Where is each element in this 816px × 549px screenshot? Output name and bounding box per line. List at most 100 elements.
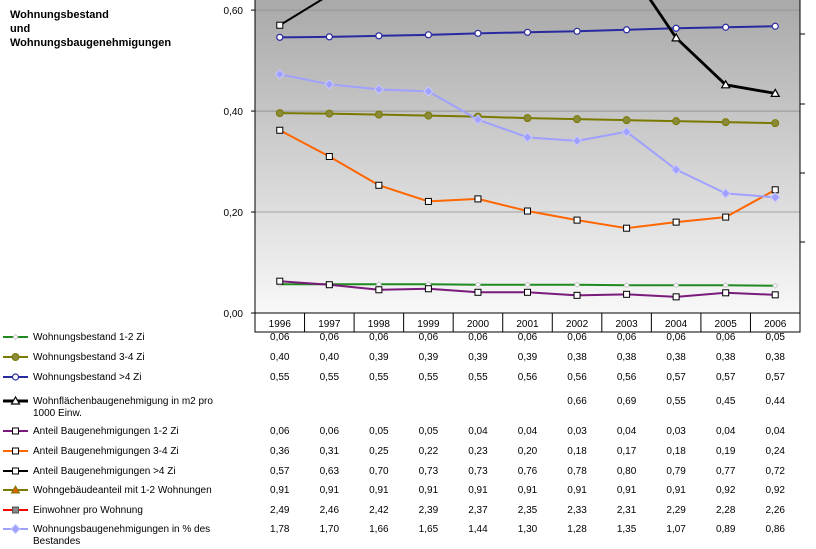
legend-label: Wohnungsbestand 1-2 Zi xyxy=(33,332,145,343)
table-cell: 0,76 xyxy=(518,466,538,477)
data-point xyxy=(525,29,531,35)
legend-key-7 xyxy=(3,468,28,474)
table-cell: 0,92 xyxy=(765,485,785,496)
table-cell: 0,06 xyxy=(369,332,389,343)
data-point xyxy=(376,33,382,39)
x-tick-label: 1996 xyxy=(269,319,292,330)
table-cell: 0,04 xyxy=(518,426,538,437)
table-cell: 0,06 xyxy=(666,332,686,343)
data-point xyxy=(624,291,630,297)
data-point xyxy=(772,23,778,29)
data-point xyxy=(525,289,531,295)
table-cell: 2,35 xyxy=(518,505,538,516)
table-cell: 2,31 xyxy=(617,505,637,516)
table-cell: 1,07 xyxy=(666,524,686,535)
legend-label: Wohnflächenbaugenehmigung in m2 pro xyxy=(33,396,213,407)
x-tick-label: 2000 xyxy=(467,319,490,330)
legend-key-5 xyxy=(3,428,28,434)
table-cell: 0,17 xyxy=(617,446,637,457)
table-cell: 2,39 xyxy=(419,505,439,516)
table-cell: 0,38 xyxy=(567,352,587,363)
data-point xyxy=(772,120,779,127)
legend-marker xyxy=(13,448,19,454)
legend-marker xyxy=(13,428,19,434)
data-point xyxy=(673,25,679,31)
x-tick-label: 2004 xyxy=(665,319,688,330)
legend-label: Anteil Baugenehmigungen 3-4 Zi xyxy=(33,446,179,457)
legend-marker xyxy=(13,468,19,474)
data-point xyxy=(277,34,283,40)
legend-key-1 xyxy=(3,335,28,340)
data-point xyxy=(277,22,283,28)
table-cell: 0,06 xyxy=(320,426,340,437)
table-cell: 0,03 xyxy=(666,426,686,437)
table-cell: 0,31 xyxy=(320,446,340,457)
table-cell: 0,79 xyxy=(666,466,686,477)
data-point xyxy=(624,27,630,33)
plot-area xyxy=(255,0,800,313)
table-cell: 0,39 xyxy=(419,352,439,363)
table-cell: 0,05 xyxy=(369,426,389,437)
table-cell: 0,06 xyxy=(468,332,488,343)
data-point xyxy=(772,292,778,298)
legend-label: Anteil Baugenehmigungen >4 Zi xyxy=(33,466,176,477)
table-cell: 0,55 xyxy=(369,372,389,383)
table-cell: 0,19 xyxy=(716,446,736,457)
legend-label: Wohnungsbestand >4 Zi xyxy=(33,372,142,383)
table-cell: 0,66 xyxy=(567,396,587,407)
table-cell: 0,91 xyxy=(666,485,686,496)
table-cell: 0,44 xyxy=(765,396,785,407)
table-cell: 0,55 xyxy=(666,396,686,407)
table-cell: 2,42 xyxy=(369,505,389,516)
data-point xyxy=(425,198,431,204)
table-cell: 0,20 xyxy=(518,446,538,457)
x-tick-label: 1997 xyxy=(318,319,341,330)
legend-key-8 xyxy=(3,486,28,493)
table-cell: 0,91 xyxy=(567,485,587,496)
x-tick-label: 2005 xyxy=(715,319,738,330)
table-cell: 0,04 xyxy=(765,426,785,437)
table-cell: 0,55 xyxy=(468,372,488,383)
data-point xyxy=(425,32,431,38)
table-cell: 0,86 xyxy=(765,524,785,535)
y-tick-label: 0,00 xyxy=(224,309,244,320)
table-cell: 0,39 xyxy=(369,352,389,363)
y-tick-label: 0,40 xyxy=(224,107,244,118)
data-point xyxy=(574,292,580,298)
table-cell: 0,69 xyxy=(617,396,637,407)
table-cell: 0,06 xyxy=(716,332,736,343)
table-cell: 0,91 xyxy=(419,485,439,496)
x-tick-label: 1998 xyxy=(368,319,391,330)
table-cell: 1,65 xyxy=(419,524,439,535)
data-point xyxy=(326,282,332,288)
table-cell: 0,06 xyxy=(518,332,538,343)
data-point xyxy=(723,290,729,296)
table-cell: 1,35 xyxy=(617,524,637,535)
table-cell: 0,57 xyxy=(716,372,736,383)
legend-label: Wohnungsbestand 3-4 Zi xyxy=(33,352,145,363)
legend-label-cont: 1000 Einw. xyxy=(33,408,82,419)
data-point xyxy=(376,287,382,293)
data-point xyxy=(772,187,778,193)
data-point xyxy=(722,119,729,126)
table-cell: 0,73 xyxy=(419,466,439,477)
data-point xyxy=(475,196,481,202)
table-cell: 1,44 xyxy=(468,524,488,535)
table-cell: 0,57 xyxy=(765,372,785,383)
data-point xyxy=(673,294,679,300)
y-axis: 0,000,200,400,60 xyxy=(224,0,255,320)
table-cell: 0,40 xyxy=(270,352,290,363)
table-cell: 0,70 xyxy=(369,466,389,477)
table-cell: 0,38 xyxy=(617,352,637,363)
table-cell: 1,66 xyxy=(369,524,389,535)
table-cell: 0,06 xyxy=(270,426,290,437)
data-point xyxy=(574,217,580,223)
right-axis xyxy=(800,0,805,313)
table-cell: 0,04 xyxy=(617,426,637,437)
legend-label: Anteil Baugenehmigungen 1-2 Zi xyxy=(33,426,179,437)
table-cell: 0,91 xyxy=(369,485,389,496)
legend-key-4 xyxy=(3,397,28,404)
data-table: 1996 1997 1998 1999 2000 2001 2002 2003 2004 2005… xyxy=(3,313,800,547)
table-cell: 0,89 xyxy=(716,524,736,535)
x-tick-label: 2003 xyxy=(615,319,638,330)
